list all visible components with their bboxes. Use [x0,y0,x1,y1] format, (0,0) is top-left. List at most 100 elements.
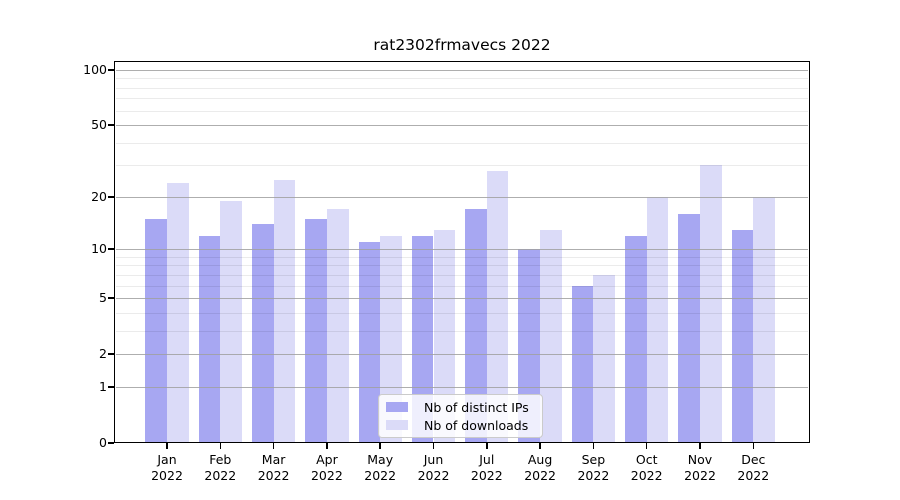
x-tick-month: Jun [423,452,444,467]
bar-downloads-jun [433,229,456,443]
x-tick-label-mar: Mar 2022 [242,452,306,483]
bar-downloads-nov [700,165,722,443]
bar-downloads-aug [540,229,562,443]
y-tick-label-20: 20 [91,188,107,204]
x-tick-label-dec: Dec 2022 [721,452,785,483]
bar-downloads-jan [167,182,189,443]
bar-downloads-sep [593,274,616,443]
gridline-major-100 [115,70,809,71]
bar-distinct-ips-nov [678,214,700,443]
x-tick-year: 2022 [470,467,503,483]
y-tick-label-10: 10 [91,241,107,257]
x-tick-year: 2022 [524,467,556,483]
bar-downloads-oct [646,196,669,443]
y-tick-label-50: 50 [91,117,107,133]
x-tick-label-oct: Oct 2022 [615,452,679,483]
gridline-minor-8 [115,265,809,267]
x-tick-label-aug: Aug 2022 [508,452,572,483]
bar-distinct-ips-jul [465,209,487,443]
bar-distinct-ips-oct [625,235,647,443]
bar-distinct-ips-may [358,242,381,443]
bar-downloads-jul [486,170,509,443]
gridline-minor-7 [115,274,809,276]
y-tick-2 [108,353,114,355]
x-tick-month: Jul [479,452,495,467]
x-tick-year: 2022 [577,467,610,483]
legend-swatch-distinct-ips [386,402,408,412]
x-tick-month: May [367,452,394,467]
gridline-major-10 [115,249,809,251]
gridline-major-5 [115,298,809,300]
gridline-major-2 [115,354,809,356]
bar-distinct-ips-dec [731,229,754,443]
x-tick-year: 2022 [364,467,397,483]
y-tick-label-5: 5 [99,290,107,306]
x-tick-year: 2022 [684,467,716,483]
bar-downloads-dec [753,196,775,443]
y-tick-label-100: 100 [83,62,107,77]
x-tick-month: Jan [157,452,177,467]
x-tick-month: Dec [741,452,766,467]
x-tick-month: Oct [635,452,658,467]
gridline-minor-30 [115,165,809,167]
legend-item-downloads: Nb of downloads [386,416,534,434]
bar-distinct-ips-feb [198,235,221,443]
x-tick-year: 2022 [310,467,343,483]
x-tick-feb [219,443,222,449]
x-tick-year: 2022 [417,467,450,483]
x-tick-month: Aug [527,452,553,467]
x-tick-year: 2022 [151,467,183,483]
x-tick-month: Mar [261,452,286,467]
bar-distinct-ips-mar [251,224,274,443]
x-tick-may [379,443,381,449]
bar-downloads-may [380,235,402,443]
legend-item-distinct-ips: Nb of distinct IPs [386,398,534,416]
bar-distinct-ips-sep [571,285,594,443]
y-tick-100 [108,69,114,71]
y-tick-1 [108,386,114,388]
gridline-minor-40 [115,142,809,144]
gridline-major-20 [115,196,809,198]
gridline-minor-90 [115,78,809,80]
y-tick-0 [108,442,114,444]
x-tick-label-feb: Feb 2022 [188,452,252,483]
x-tick-month: Feb [209,452,232,467]
plot-border [114,61,810,443]
x-tick-aug [539,443,541,449]
gridline-major-50 [115,125,809,127]
x-tick-label-may: May 2022 [348,452,412,483]
x-tick-dec [752,443,755,449]
y-tick-label-0: 0 [99,435,107,450]
legend-label-downloads: Nb of downloads [424,417,529,433]
bar-distinct-ips-jan [145,218,167,443]
y-tick-5 [108,297,114,299]
gridline-minor-6 [115,285,809,287]
x-tick-month: Sep [581,452,606,467]
gridline-minor-70 [115,98,809,100]
x-tick-jan [166,443,168,449]
x-tick-jun [432,443,435,449]
y-tick-50 [108,124,114,127]
x-tick-label-jul: Jul 2022 [455,452,519,483]
y-tick-10 [108,248,114,250]
x-tick-year: 2022 [630,467,663,483]
x-tick-sep [592,443,595,449]
y-tick-label-1: 1 [99,378,107,394]
x-tick-nov [699,443,701,449]
x-tick-label-jan: Jan 2022 [135,452,199,483]
bar-downloads-feb [220,200,242,443]
chart-title: rat2302frmavecs 2022 [373,36,551,54]
x-tick-year: 2022 [204,467,237,483]
legend-swatch-downloads [386,420,408,430]
y-tick-20 [108,196,114,198]
x-tick-year: 2022 [257,467,290,483]
bar-downloads-apr [326,209,349,443]
x-tick-label-nov: Nov 2022 [668,452,732,483]
x-tick-mar [272,443,275,449]
legend-label-distinct-ips: Nb of distinct IPs [424,399,529,415]
legend: Nb of distinct IPs Nb of downloads [378,394,543,438]
x-tick-month: Nov [687,452,713,467]
gridline-minor-9 [115,256,809,258]
x-tick-month: Apr [316,452,338,467]
